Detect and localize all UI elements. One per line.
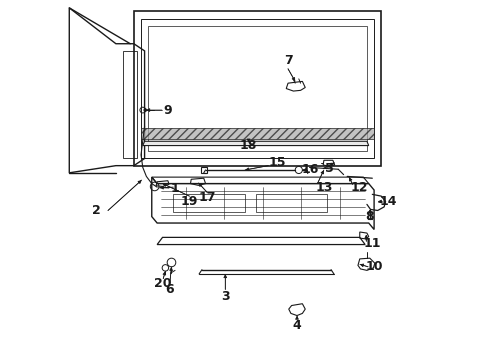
Polygon shape [141, 128, 374, 139]
Polygon shape [143, 141, 368, 145]
Text: 20: 20 [154, 278, 172, 291]
Text: 6: 6 [166, 283, 174, 296]
Text: 2: 2 [92, 204, 100, 217]
Text: 3: 3 [221, 290, 230, 303]
Text: 11: 11 [364, 237, 381, 250]
Text: 1: 1 [171, 183, 179, 195]
Circle shape [144, 109, 147, 112]
Text: 8: 8 [366, 210, 374, 223]
Text: 17: 17 [198, 192, 216, 204]
Text: 15: 15 [269, 156, 286, 169]
Text: 5: 5 [325, 162, 334, 175]
Text: 9: 9 [164, 104, 172, 117]
Text: 10: 10 [366, 260, 383, 273]
Text: 18: 18 [240, 139, 257, 152]
Text: 7: 7 [284, 54, 293, 67]
Text: 12: 12 [350, 181, 368, 194]
Text: 14: 14 [380, 195, 397, 208]
Text: 16: 16 [301, 163, 319, 176]
Text: 13: 13 [315, 181, 333, 194]
Text: 4: 4 [293, 319, 301, 332]
Text: 19: 19 [181, 195, 198, 208]
